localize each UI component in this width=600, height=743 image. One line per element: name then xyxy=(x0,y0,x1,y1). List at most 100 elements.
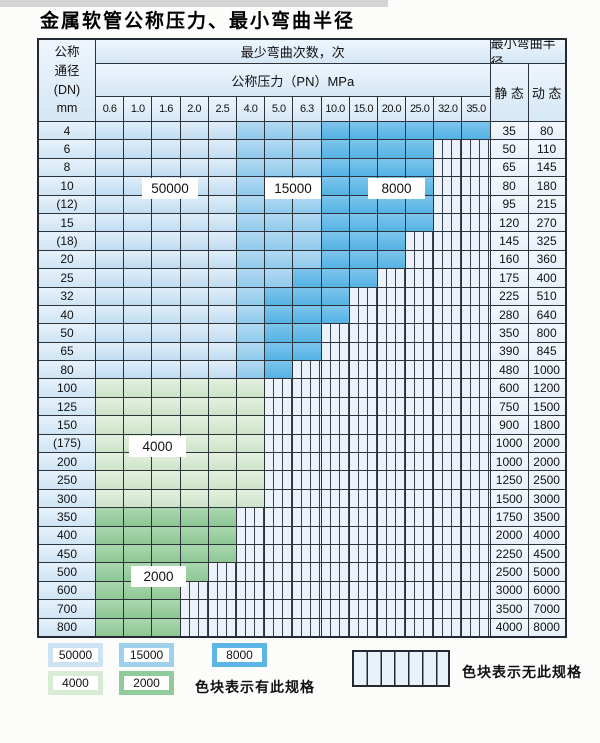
dn-cell: (18) xyxy=(39,232,95,250)
pn-spec-cell xyxy=(462,508,490,526)
pn-spec-cell xyxy=(293,122,321,140)
pn-spec-cell xyxy=(208,489,236,508)
pn-spec-cell xyxy=(180,379,208,397)
dn-cell: 40 xyxy=(39,305,95,324)
dynamic-radius-cell: 3500 xyxy=(528,508,565,526)
pn-spec-cell xyxy=(208,287,236,305)
dn-cell: 6 xyxy=(39,140,95,158)
pn-spec-cell xyxy=(406,434,434,453)
spec-table: 公称 通径 (DN) mm 最少弯曲次数，次 最小弯曲半径 公称压力（PN）MPa 静 态动 … xyxy=(37,38,567,638)
pn-spec-cell xyxy=(96,581,124,600)
pn-spec-cell xyxy=(124,250,152,269)
pn-spec-cell xyxy=(406,600,434,618)
legend-block-4000: 4000 xyxy=(48,671,103,695)
static-column-header: 静 态 xyxy=(490,64,528,121)
dn-cell: 20 xyxy=(39,250,95,269)
pn-spec-cell xyxy=(406,489,434,508)
pn-spec-cell xyxy=(293,471,321,489)
pn-spec-cell xyxy=(208,379,236,397)
pn-spec-cell xyxy=(321,471,349,489)
pn-spec-cell xyxy=(208,195,236,213)
pn-spec-cell xyxy=(434,379,462,397)
pn-spec-cell xyxy=(96,122,124,140)
pn-spec-cell xyxy=(96,379,124,397)
pn-spec-cell xyxy=(152,471,180,489)
pn-spec-cell xyxy=(208,140,236,158)
pn-spec-cell xyxy=(462,195,490,213)
dynamic-radius-cell: 4500 xyxy=(528,544,565,563)
dn-cell: 32 xyxy=(39,287,95,305)
pn-spec-cell xyxy=(208,250,236,269)
pn-spec-cell xyxy=(321,213,349,232)
pn-spec-cell xyxy=(321,489,349,508)
pn-spec-cell xyxy=(293,195,321,213)
pn-column-header: 6.3 xyxy=(293,97,321,121)
pn-spec-cell xyxy=(321,305,349,324)
pn-spec-cell xyxy=(349,544,377,563)
pn-spec-cell xyxy=(406,563,434,581)
pn-spec-cell xyxy=(180,508,208,526)
pn-spec-cell xyxy=(406,397,434,416)
pn-spec-cell xyxy=(349,250,377,269)
static-radius-cell: 750 xyxy=(490,397,528,416)
dynamic-radius-cell: 145 xyxy=(528,158,565,177)
static-radius-cell: 120 xyxy=(490,213,528,232)
pn-spec-cell xyxy=(377,140,406,158)
pn-spec-cell xyxy=(377,600,406,618)
pn-spec-cell xyxy=(236,342,265,361)
pn-spec-cell xyxy=(124,287,152,305)
pn-spec-cell xyxy=(434,508,462,526)
pn-spec-cell xyxy=(377,544,406,563)
pn-spec-cell xyxy=(265,342,293,361)
static-radius-cell: 1500 xyxy=(490,489,528,508)
pn-spec-cell xyxy=(377,526,406,544)
dn-cell: 600 xyxy=(39,581,95,600)
cycles-overlay-label-50000: 50000 xyxy=(142,178,198,199)
pn-spec-cell xyxy=(377,416,406,434)
pn-spec-cell xyxy=(321,416,349,434)
static-radius-cell: 95 xyxy=(490,195,528,213)
pn-spec-cell xyxy=(265,471,293,489)
pn-spec-cell xyxy=(124,213,152,232)
pn-spec-cell xyxy=(96,361,124,379)
pn-column-header: 32.0 xyxy=(434,97,462,121)
pn-spec-cell xyxy=(180,618,208,636)
dn-cell: 10 xyxy=(39,177,95,195)
pressure-header: 公称压力（PN）MPa xyxy=(96,64,490,96)
pn-spec-cell xyxy=(293,361,321,379)
pn-column-header: 4.0 xyxy=(236,97,265,121)
pn-spec-cell xyxy=(124,361,152,379)
dn-cell: 8 xyxy=(39,158,95,177)
legend-block-8000: 8000 xyxy=(212,643,267,667)
pn-spec-cell xyxy=(152,305,180,324)
pn-spec-cell xyxy=(293,287,321,305)
pn-spec-cell xyxy=(236,489,265,508)
pn-spec-cell xyxy=(208,397,236,416)
pn-spec-cell xyxy=(124,140,152,158)
pn-column-header: 10.0 xyxy=(321,97,349,121)
pn-spec-cell xyxy=(208,508,236,526)
pn-spec-cell xyxy=(349,361,377,379)
static-radius-cell: 3000 xyxy=(490,581,528,600)
pn-spec-cell xyxy=(236,581,265,600)
static-radius-cell: 600 xyxy=(490,379,528,397)
pn-column-header: 2.0 xyxy=(180,97,208,121)
pn-spec-cell xyxy=(265,158,293,177)
pn-spec-cell xyxy=(236,305,265,324)
pn-spec-cell xyxy=(349,305,377,324)
pn-spec-cell xyxy=(180,361,208,379)
pn-spec-cell xyxy=(349,122,377,140)
pn-spec-cell xyxy=(377,342,406,361)
scan-edge-strip xyxy=(0,0,388,7)
pn-spec-cell xyxy=(265,213,293,232)
pn-spec-cell xyxy=(124,600,152,618)
pn-spec-cell xyxy=(265,544,293,563)
pn-spec-cell xyxy=(434,213,462,232)
pn-spec-cell xyxy=(434,250,462,269)
pn-spec-cell xyxy=(152,508,180,526)
pn-spec-cell xyxy=(236,544,265,563)
legend-block-15000: 15000 xyxy=(119,643,174,667)
pn-spec-cell xyxy=(124,526,152,544)
pn-spec-cell xyxy=(462,305,490,324)
pn-spec-cell xyxy=(434,526,462,544)
